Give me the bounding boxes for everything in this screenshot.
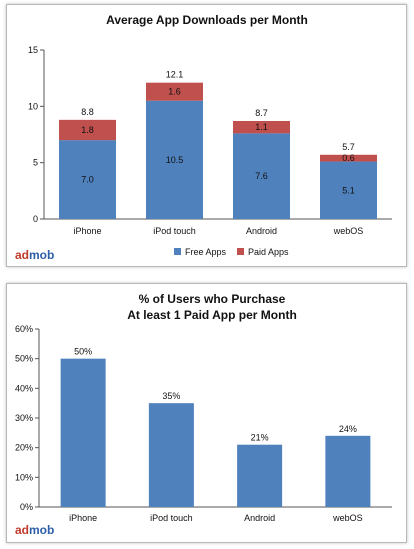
bar-value-label: 35% xyxy=(162,391,180,401)
category-label: iPod touch xyxy=(153,226,196,236)
bar-value-label: 50% xyxy=(74,347,92,357)
logo-part-mob: mob xyxy=(29,523,54,537)
y-tick-label: 15 xyxy=(28,45,38,55)
bar xyxy=(60,358,106,507)
category-label: webOS xyxy=(332,513,363,523)
label-paid-apps: 1.6 xyxy=(168,87,181,97)
y-tick-label: 10 xyxy=(28,101,38,111)
label-free-apps: 7.0 xyxy=(81,175,94,185)
label-total: 12.1 xyxy=(166,70,184,80)
legend-label-paid: Paid Apps xyxy=(248,247,289,257)
label-free-apps: 7.6 xyxy=(255,171,268,181)
bar-free-apps xyxy=(146,100,203,219)
logo-part-ad: ad xyxy=(15,248,29,262)
bar-paid-apps xyxy=(59,119,116,141)
label-total: 8.7 xyxy=(255,108,268,118)
logo-part-mob: mob xyxy=(29,248,54,262)
label-total: 8.8 xyxy=(81,107,94,117)
label-paid-apps: 1.1 xyxy=(255,122,268,132)
y-tick-label: 50% xyxy=(15,354,33,364)
logo-part-ad: ad xyxy=(15,523,29,537)
purchase-chart: % of Users who Purchase At least 1 Paid … xyxy=(15,292,392,537)
bar xyxy=(237,444,283,507)
bar xyxy=(148,403,194,507)
bar xyxy=(325,435,371,507)
svg-text:admob: admob xyxy=(15,248,54,262)
category-label: Android xyxy=(244,513,275,523)
category-label: iPod touch xyxy=(150,513,193,523)
chart-title: Average App Downloads per Month xyxy=(106,13,308,27)
y-tick-label: 0 xyxy=(33,214,38,224)
y-tick-label: 20% xyxy=(15,443,33,453)
label-paid-apps: 1.8 xyxy=(81,125,94,135)
label-free-apps: 5.1 xyxy=(342,185,355,195)
bar-value-label: 21% xyxy=(251,433,269,443)
y-tick-label: 5 xyxy=(33,158,38,168)
downloads-chart: Average App Downloads per Month 0 5 10 15 7… xyxy=(15,13,392,262)
label-paid-apps: 0.6 xyxy=(342,153,355,163)
bar-paid-apps xyxy=(146,82,203,101)
y-tick-label: 30% xyxy=(15,413,33,423)
y-tick-label: 60% xyxy=(15,324,33,334)
svg-text:admob: admob xyxy=(15,523,54,537)
bar-paid-apps xyxy=(233,120,290,134)
admob-logo: admob xyxy=(15,248,54,262)
y-tick-label: 10% xyxy=(15,472,33,482)
category-label: Android xyxy=(246,226,277,236)
label-total: 5.7 xyxy=(342,142,355,152)
chart-panel-downloads: Average App Downloads per Month 0 5 10 15 7… xyxy=(6,4,407,267)
bar-free-apps xyxy=(59,140,116,219)
chart-panel-purchase: % of Users who Purchase At least 1 Paid … xyxy=(6,283,407,543)
bar-free-apps xyxy=(233,133,290,219)
y-tick-label: 40% xyxy=(15,383,33,393)
bar-free-apps xyxy=(320,161,377,219)
category-label: webOS xyxy=(333,226,364,236)
y-tick-label: 0% xyxy=(20,502,33,512)
category-label: iPhone xyxy=(69,513,97,523)
chart-subtitle: At least 1 Paid App per Month xyxy=(127,308,297,322)
legend-label-free: Free Apps xyxy=(185,247,227,257)
bar-value-label: 24% xyxy=(339,424,357,434)
chart-title: % of Users who Purchase xyxy=(139,292,286,306)
bar-paid-apps xyxy=(320,154,377,162)
legend-swatch-paid xyxy=(237,248,244,255)
label-free-apps: 10.5 xyxy=(166,155,184,165)
category-label: iPhone xyxy=(73,226,101,236)
legend-swatch-free xyxy=(174,248,181,255)
admob-logo: admob xyxy=(15,523,54,537)
